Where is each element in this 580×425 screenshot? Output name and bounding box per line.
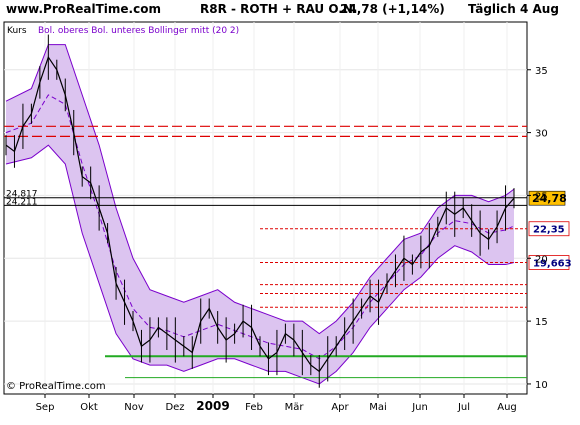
- x-tick-label: Apr: [331, 402, 349, 413]
- y-tick-label: 35: [535, 66, 548, 77]
- y-tick-label: 15: [535, 317, 548, 328]
- upper-band-line: [5, 44, 515, 335]
- copyright: © ProRealTime.com: [6, 381, 106, 392]
- level-badge: [528, 221, 570, 237]
- last-price-badge: [528, 190, 566, 206]
- level-label-right: 19,663: [533, 259, 572, 270]
- level-label-left: 24,211: [6, 197, 38, 207]
- x-tick-label: Sep: [36, 402, 55, 413]
- y-tick-label: 10: [535, 380, 548, 391]
- x-tick-label: Okt: [80, 402, 98, 413]
- x-tick-label: Aug: [497, 402, 517, 413]
- x-axis: Sep Okt Nov Dez 2009 Feb Mär Apr Mai Jun Jul Aug: [36, 394, 517, 413]
- level-badge: [528, 255, 570, 270]
- x-tick-label: Feb: [245, 402, 263, 413]
- level-label-right: 22,35: [533, 225, 565, 236]
- x-tick-label: Mai: [369, 402, 387, 413]
- site-name: www.ProRealTime.com: [6, 2, 161, 16]
- x-tick-label: Jun: [411, 402, 428, 413]
- price-series: 24,78: [5, 34, 567, 388]
- legend-kurs: Kurs: [7, 26, 27, 36]
- y-tick-label: 25: [535, 191, 548, 202]
- x-tick-label: Jul: [457, 402, 470, 413]
- period-date: Täglich 4 Aug: [468, 2, 559, 16]
- quote-change: 24,78 (+1,14%): [340, 2, 445, 16]
- y-tick-label: 30: [535, 129, 548, 140]
- last-price-label: 24,78: [532, 192, 567, 205]
- legend-bollinger: Bol. oberes Bol. unteres Bollinger mitt …: [38, 26, 239, 36]
- x-tick-label: Mär: [285, 402, 305, 413]
- level-label-left: 24,817: [6, 190, 38, 200]
- x-tick-label: Nov: [124, 402, 144, 413]
- y-axis: 10 15 20 25 30 35: [527, 66, 548, 391]
- x-tick-label: Dez: [165, 402, 184, 413]
- instrument-name: R8R - ROTH + RAU O.N.: [200, 2, 358, 16]
- y-tick-label: 20: [535, 254, 548, 265]
- x-tick-label: 2009: [196, 399, 229, 413]
- band-area: [6, 44, 514, 384]
